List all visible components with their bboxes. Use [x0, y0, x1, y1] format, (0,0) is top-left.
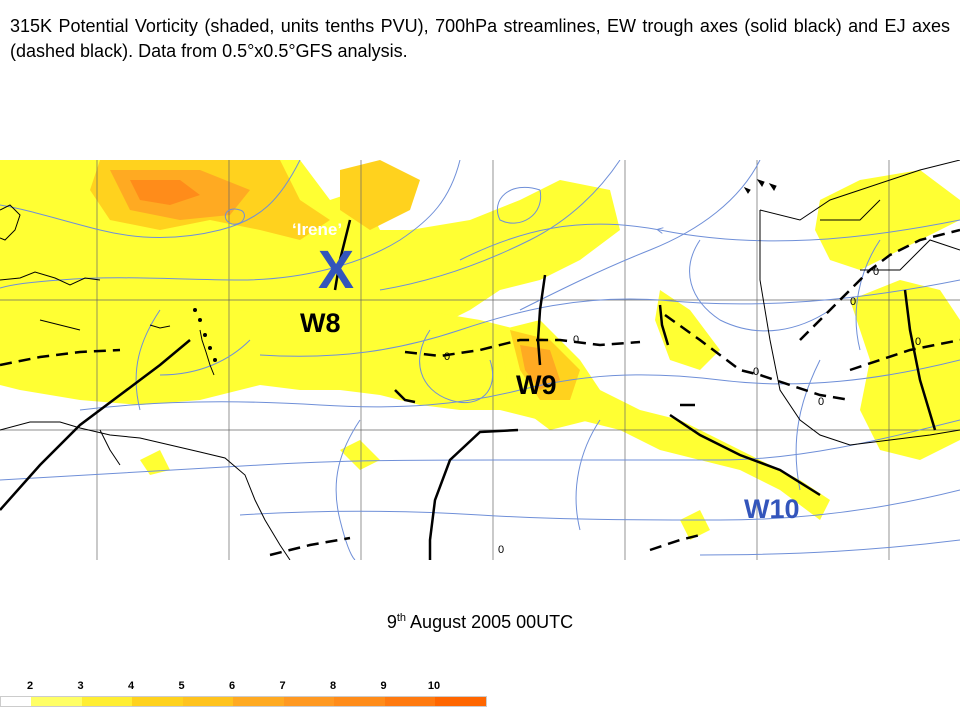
- date-suffix: th: [396, 612, 407, 624]
- contour-label: 0: [818, 396, 824, 408]
- scale-swatch: [81, 697, 132, 706]
- scale-tick-label: 6: [228, 680, 236, 692]
- scale-tick-label: 10: [427, 680, 441, 692]
- contour-label: 0: [850, 296, 856, 308]
- irene-label: ‘Irene’: [292, 220, 342, 239]
- storm-x-marker: X: [318, 240, 354, 300]
- scale-swatch: [283, 697, 334, 706]
- coastlines: [0, 160, 960, 560]
- pv-shading: [0, 160, 960, 540]
- streamlines: [0, 160, 960, 560]
- scale-swatch: [334, 697, 385, 706]
- wave-label-w8: W8: [300, 308, 341, 338]
- pv-streamline-map: 0 0 0 0 0 0 0 0 ‘Irene’ X W8 W9 W10: [0, 160, 960, 560]
- scale-tick-label: 3: [77, 680, 84, 692]
- contour-zero-labels: 0 0 0 0 0 0 0 0: [444, 266, 921, 556]
- contour-label: 0: [498, 544, 504, 556]
- scale-tick-label: 8: [329, 680, 337, 692]
- figure-caption: 315K Potential Vorticity (shaded, units …: [10, 16, 950, 61]
- pv-color-scale: 2 3 4 5 6 7 8 9 10: [0, 672, 500, 712]
- trough-axis-w8: [333, 219, 352, 291]
- scale-tick-label: 7: [279, 680, 286, 692]
- scale-tick-label: 4: [127, 680, 135, 692]
- contour-label: 0: [753, 366, 759, 378]
- contour-label: 0: [573, 334, 579, 346]
- ej-axes: [0, 228, 960, 557]
- scale-swatch: [31, 697, 82, 706]
- scale-tick-label: 5: [178, 680, 185, 692]
- date-day: 9: [386, 612, 397, 632]
- trough-axis-w10: [669, 413, 821, 497]
- contour-label: 0: [444, 351, 450, 363]
- contour-label: 0: [915, 336, 921, 348]
- date-rest: August 2005 00UTC: [410, 612, 574, 632]
- trough-axis-w9: [536, 274, 547, 366]
- date-caption: 9th August 2005 00UTC: [0, 612, 960, 633]
- scale-swatch: [132, 697, 183, 706]
- ew-trough-axes: [0, 219, 937, 560]
- trough-axis-south: [428, 428, 519, 560]
- scale-swatch: [182, 697, 233, 706]
- scale-swatch: [1, 697, 31, 706]
- contour-label: 0: [873, 266, 879, 278]
- scale-tick-label: 9: [380, 680, 387, 692]
- trough-axis-w9b: [658, 304, 670, 346]
- trough-axis-west: [0, 339, 191, 511]
- lat-lon-grid: [0, 160, 960, 560]
- scale-swatch: [384, 697, 435, 706]
- wave-label-w9: W9: [516, 370, 557, 400]
- scale-tick-label: 2: [26, 680, 34, 692]
- wave-label-w10: W10: [744, 494, 800, 524]
- scale-color-strip: [0, 696, 487, 707]
- trough-axis-east: [903, 289, 937, 431]
- scale-swatch: [233, 697, 284, 706]
- trough-fragment: [394, 389, 416, 404]
- scale-swatch: [435, 697, 486, 706]
